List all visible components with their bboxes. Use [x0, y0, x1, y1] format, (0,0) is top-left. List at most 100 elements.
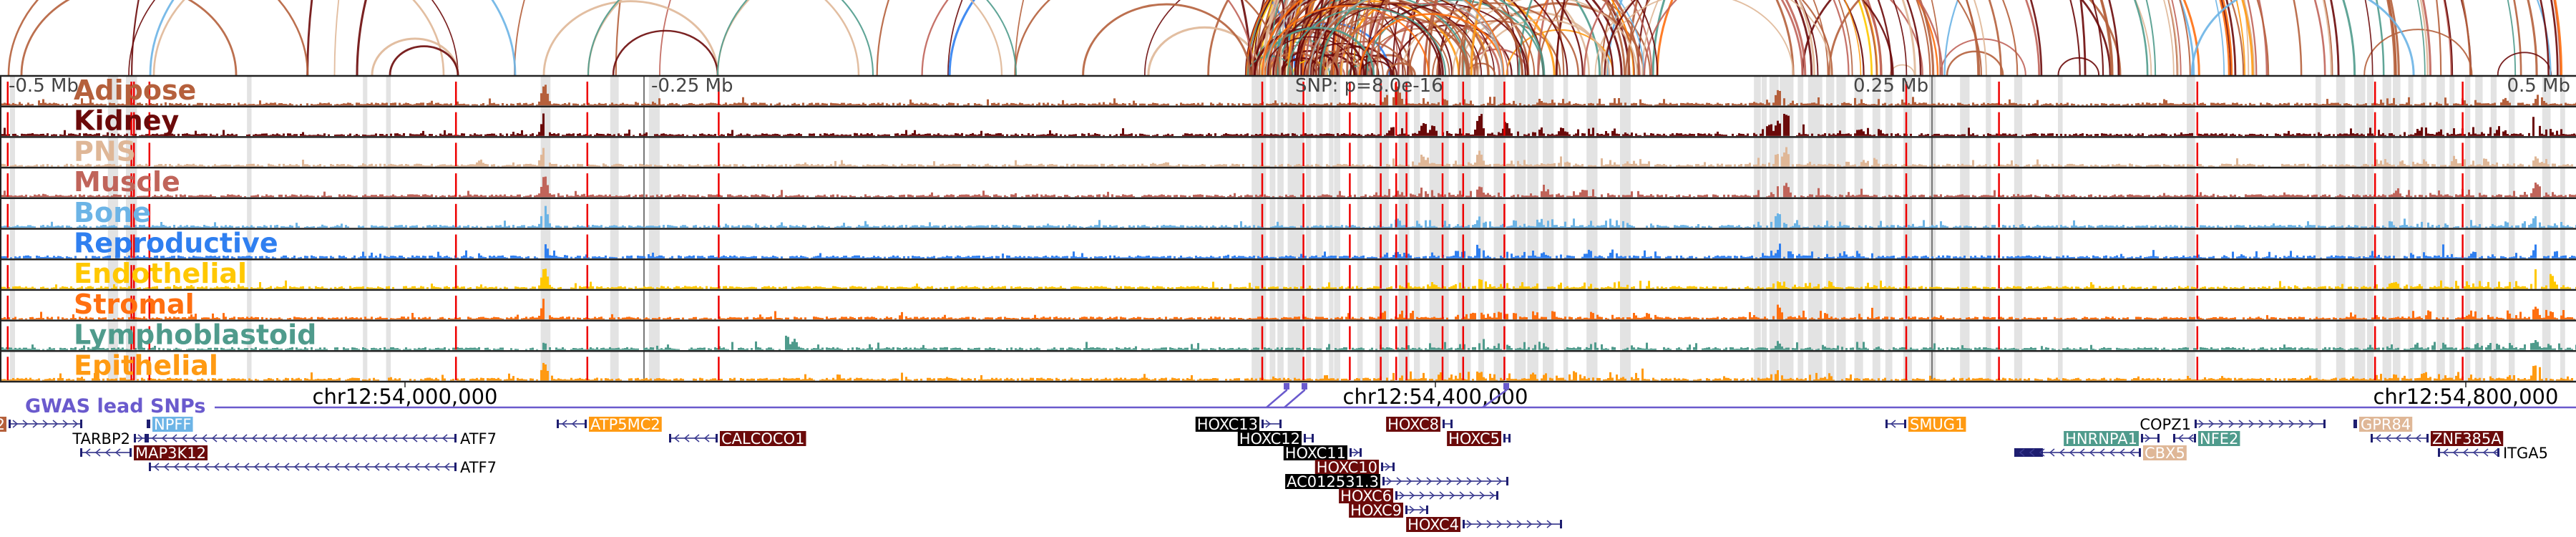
gene-label[interactable]: HOXC12 [1239, 430, 1300, 448]
gene-label[interactable]: HOXC8 [1387, 416, 1439, 433]
gene-label[interactable]: MAP3K12 [135, 445, 206, 462]
gene-hoxc9[interactable]: HOXC9 [1349, 502, 1428, 519]
gene-hoxc5[interactable]: HOXC5 [1447, 430, 1511, 448]
gene-npff[interactable]: NPFF [146, 416, 193, 433]
gene-label[interactable]: NFE2 [2200, 430, 2238, 448]
loop-arc [1358, 60, 1393, 76]
gene-hoxc10[interactable]: HOXC10 [1314, 459, 1395, 476]
gene-label[interactable]: ATF7 [460, 459, 497, 476]
gene-tarbp2[interactable]: TARBP2 [72, 430, 147, 448]
gene-label[interactable]: ZNF385A [2432, 430, 2502, 448]
gene-label[interactable]: ITGA5 [2503, 445, 2548, 462]
gene-label[interactable]: HOXC11 [1285, 445, 1346, 462]
genomic-coordinates: chr12:54,000,000 chr12:54,400,000 chr12:54… [313, 382, 2558, 409]
loop-arc [1643, 0, 1923, 76]
gwas-snp-marker[interactable] [1283, 383, 1289, 390]
gene-hoxc12[interactable]: HOXC12 [1237, 430, 1314, 448]
gene-label[interactable]: HOXC10 [1317, 459, 1377, 476]
gene-exon [1508, 434, 1511, 442]
gene-cbx5[interactable]: CBX5 [2014, 445, 2187, 462]
gene-exon [1261, 420, 1264, 428]
gene-label-bg [134, 445, 208, 460]
track-label-endothelial: Endothelial [74, 258, 247, 289]
track-labels: AdiposeKidneyPNSMuscleBoneReproductiveEn… [74, 74, 316, 381]
gene-label[interactable]: NPFF [154, 416, 192, 433]
gene-hoxc6[interactable]: HOXC6 [1339, 488, 1498, 505]
gene-label-bg [2197, 431, 2240, 446]
gene-atf7[interactable]: ATF7 [148, 459, 497, 476]
gene-label[interactable]: ATP5MC2 [590, 416, 660, 433]
track-label-adipose: Adipose [74, 74, 196, 106]
gene-label[interactable]: GPR84 [2361, 416, 2411, 433]
gene-atf7[interactable]: ATF7 [146, 430, 497, 448]
strand-arrows [84, 448, 121, 457]
strand-arrows [673, 434, 710, 442]
strand-arrows [2019, 448, 2135, 457]
gene-label[interactable]: 2 [0, 416, 5, 433]
loop-arc [514, 0, 1314, 76]
gene-label[interactable]: HNRNPA1 [2065, 430, 2137, 448]
gene-label[interactable]: HOXC4 [1407, 516, 1459, 533]
gene-copz1[interactable]: COPZ1 [2140, 416, 2326, 433]
gene-exon [2353, 420, 2356, 428]
gene-label[interactable]: CBX5 [2145, 445, 2185, 462]
loop-arc [1330, 16, 1470, 76]
gene-label[interactable]: AC012531.3 [1287, 473, 1379, 490]
loop-arc [1284, 0, 1460, 76]
gene-gpr84[interactable]: GPR84 [2353, 416, 2413, 433]
gene-label[interactable]: COPZ1 [2140, 416, 2191, 433]
gwas-snp-marker[interactable] [1503, 383, 1510, 390]
gene-label[interactable]: HOXC13 [1197, 416, 1258, 433]
gene-atp5mc2[interactable]: ATP5MC2 [557, 416, 662, 433]
gene-exon [1559, 520, 1562, 528]
loop-arc [1261, 0, 1505, 76]
strand-arrows [2145, 434, 2151, 442]
gene-label[interactable]: HOXC5 [1448, 430, 1500, 448]
gene-exon [1885, 420, 1888, 428]
gene-hnrnpa1[interactable]: HNRNPA1 [2064, 430, 2160, 448]
strand-arrows [2198, 420, 2315, 428]
loop-arc [1251, 0, 1470, 76]
gene-2[interactable]: 2 [0, 416, 82, 433]
gene-smug1[interactable]: SMUG1 [1885, 416, 1966, 433]
gene-hoxc4[interactable]: HOXC4 [1406, 516, 1562, 533]
signal-bars [1, 176, 2576, 198]
gene-nfe2[interactable]: NFE2 [2172, 430, 2240, 448]
loop-arc [587, 0, 860, 76]
loop-arc [1583, 0, 1943, 76]
gene-exon [2138, 448, 2141, 457]
gene-exon [2323, 420, 2326, 428]
gene-calcoco1[interactable]: CALCOCO1 [668, 430, 806, 448]
gene-label[interactable]: SMUG1 [1910, 416, 1964, 433]
gene-hoxc8[interactable]: HOXC8 [1386, 416, 1453, 433]
gene-itga5[interactable]: ITGA5 [2437, 445, 2548, 462]
gene-label[interactable]: ATF7 [460, 430, 497, 448]
gene-znf385a[interactable]: ZNF385A [2370, 430, 2504, 448]
loop-arc [1386, 62, 1416, 76]
gene-hoxc13[interactable]: HOXC13 [1195, 416, 1282, 433]
gene-exon [2157, 434, 2160, 442]
strand-arrows [153, 463, 450, 471]
gene-map3k12[interactable]: MAP3K12 [80, 445, 208, 462]
gene-exon [716, 434, 718, 442]
gene-label[interactable]: CALCOCO1 [721, 430, 804, 448]
track-label-muscle: Muscle [74, 166, 180, 198]
loop-arc [371, 37, 459, 76]
loop-arc [132, 0, 1289, 75]
gene-label-bg [1386, 417, 1440, 432]
gene-label-bg [1339, 488, 1393, 503]
loop-arc [2363, 29, 2473, 76]
signal-stromal [1, 299, 2575, 320]
gene-label[interactable]: TARBP2 [72, 430, 130, 448]
signal-muscle [1, 176, 2576, 198]
gwas-snp-marker[interactable] [1301, 383, 1307, 390]
gene-label[interactable]: HOXC6 [1340, 488, 1392, 505]
loop-arc [1358, 13, 1505, 76]
loop-arc [7, 0, 309, 76]
gene-ac012531.3[interactable]: AC012531.3 [1285, 473, 1508, 490]
gene-label-bg [2064, 431, 2139, 446]
gene-hoxc11[interactable]: HOXC11 [1283, 445, 1362, 462]
gene-label-bg [1908, 417, 1966, 432]
gene-label[interactable]: HOXC9 [1350, 502, 1402, 519]
gene-exon [148, 463, 151, 471]
